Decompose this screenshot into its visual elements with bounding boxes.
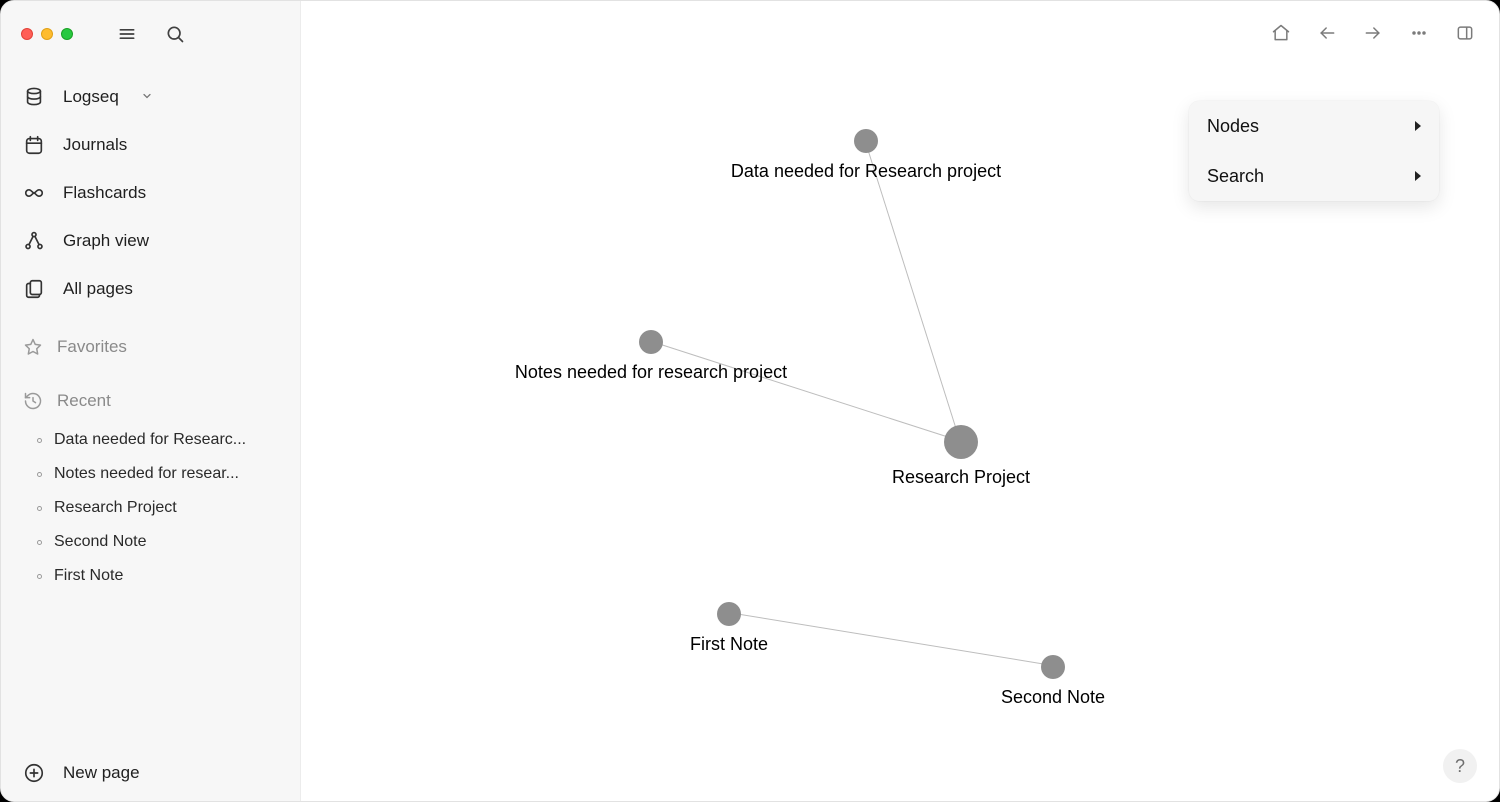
graph-panel-label: Nodes [1207,116,1259,137]
window-controls-row [1,19,300,49]
chevron-right-icon [1415,121,1421,131]
recent-item[interactable]: Research Project [1,491,300,525]
main-area: Data needed for Research project Notes ne… [301,1,1499,801]
nav-label: Graph view [63,231,149,251]
recent-item[interactable]: Second Note [1,525,300,559]
recent-item-label: First Note [54,567,123,585]
pages-icon [23,278,45,300]
favorites-section[interactable]: Favorites [1,327,300,367]
recent-label: Recent [57,391,111,411]
graph-node-dot [1041,655,1065,679]
graph-node-label: Research Project [892,467,1030,488]
workspace-switcher[interactable]: Logseq [1,73,300,121]
calendar-icon [23,134,45,156]
chevron-down-icon [141,87,153,107]
graph-node[interactable]: First Note [717,602,741,626]
bullet-icon [37,472,42,477]
plus-circle-icon [23,762,45,784]
bullet-icon [37,540,42,545]
graph-icon [23,230,45,252]
menu-button[interactable] [107,19,147,49]
bullet-icon [37,438,42,443]
recent-item-label: Research Project [54,499,177,517]
star-icon [23,337,43,357]
nav-journals[interactable]: Journals [1,121,300,169]
database-icon [23,86,45,108]
new-page-button[interactable]: New page [1,745,300,801]
recent-item[interactable]: Data needed for Researc... [1,423,300,457]
graph-node-dot [639,330,663,354]
chevron-right-icon [1415,171,1421,181]
search-button[interactable] [155,19,195,49]
favorites-label: Favorites [57,337,127,357]
graph-node[interactable]: Research Project [944,425,978,459]
nav-graph-view[interactable]: Graph view [1,217,300,265]
nav-label: All pages [63,279,133,299]
graph-node[interactable]: Data needed for Research project [854,129,878,153]
help-label: ? [1455,756,1465,777]
graph-panel-search[interactable]: Search [1189,151,1439,201]
nav-all-pages[interactable]: All pages [1,265,300,313]
help-button[interactable]: ? [1443,749,1477,783]
close-window-button[interactable] [21,28,33,40]
recent-item-label: Data needed for Researc... [54,431,246,449]
graph-node[interactable]: Second Note [1041,655,1065,679]
nav-label: Flashcards [63,183,146,203]
nav-flashcards[interactable]: Flashcards [1,169,300,217]
graph-panel-nodes[interactable]: Nodes [1189,101,1439,151]
graph-node-dot [854,129,878,153]
new-page-label: New page [63,763,140,783]
workspace-name: Logseq [63,87,119,107]
recent-list: Data needed for Researc... Notes needed … [1,421,300,593]
graph-node-dot [717,602,741,626]
graph-node-label: First Note [690,634,768,655]
maximize-window-button[interactable] [61,28,73,40]
nav-label: Journals [63,135,127,155]
graph-node[interactable]: Notes needed for research project [639,330,663,354]
graph-settings-panel: Nodes Search [1189,101,1439,201]
graph-node-label: Data needed for Research project [731,161,1001,182]
window-controls [21,28,73,40]
recent-item[interactable]: First Note [1,559,300,593]
sidebar: Logseq Journals Flashcards Graph view [1,1,301,801]
graph-panel-label: Search [1207,166,1264,187]
recent-item[interactable]: Notes needed for resear... [1,457,300,491]
recent-section[interactable]: Recent [1,381,300,421]
graph-node-label: Notes needed for research project [515,362,787,383]
history-icon [23,391,43,411]
recent-item-label: Second Note [54,533,147,551]
infinity-icon [23,182,45,204]
graph-node-label: Second Note [1001,687,1105,708]
graph-node-dot [944,425,978,459]
app-window: Logseq Journals Flashcards Graph view [0,0,1500,802]
bullet-icon [37,506,42,511]
bullet-icon [37,574,42,579]
minimize-window-button[interactable] [41,28,53,40]
recent-item-label: Notes needed for resear... [54,465,239,483]
